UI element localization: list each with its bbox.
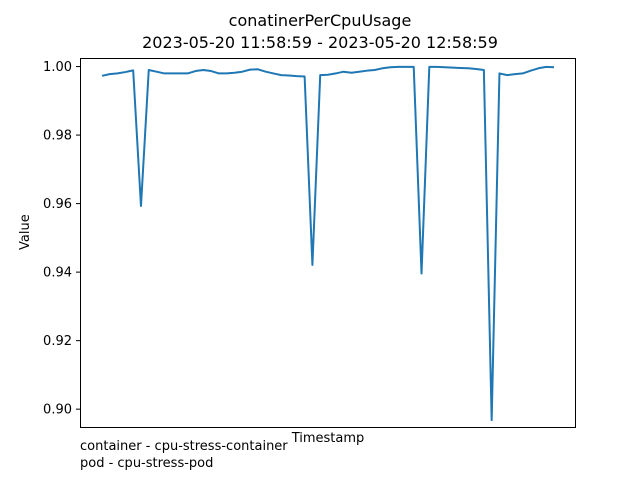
y-tick-label: 0.98 xyxy=(43,129,72,144)
y-tick-label: 0.96 xyxy=(43,197,72,212)
chart-subtitle: 2023-05-20 11:58:59 - 2023-05-20 12:58:5… xyxy=(142,33,498,52)
y-axis-label: Value xyxy=(18,214,33,250)
container-note: container - cpu-stress-container xyxy=(80,439,288,454)
plot-frame xyxy=(80,58,576,428)
y-axis-ticks: 0.90 0.92 0.94 0.96 0.98 1.00 xyxy=(43,60,80,418)
y-tick-label: 0.94 xyxy=(43,266,72,281)
chart-title: conatinerPerCpuUsage xyxy=(228,11,412,30)
y-tick-label: 0.90 xyxy=(43,403,72,418)
y-tick-label: 0.92 xyxy=(43,334,72,349)
x-axis-label: Timestamp xyxy=(291,431,365,446)
series-line xyxy=(101,65,555,422)
pod-note: pod - cpu-stress-pod xyxy=(80,456,214,471)
y-tick-label: 1.00 xyxy=(43,60,72,75)
